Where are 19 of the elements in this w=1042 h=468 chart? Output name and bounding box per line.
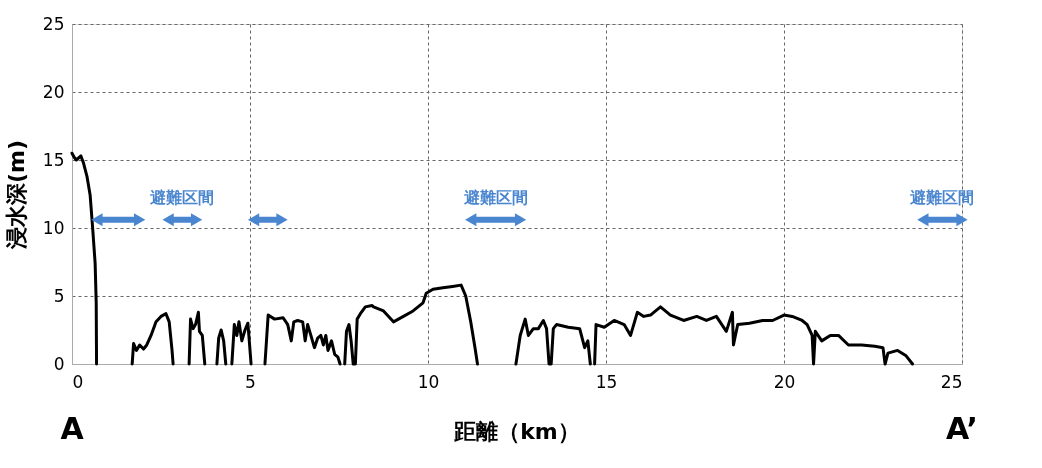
x-axis-title: 距離（km） bbox=[453, 419, 580, 444]
text: A’ bbox=[946, 411, 978, 446]
y-tick-label: 15 bbox=[42, 149, 65, 170]
y-tick-label: 10 bbox=[42, 217, 65, 238]
text: A bbox=[60, 411, 85, 446]
y-tick-label: 25 bbox=[42, 13, 65, 34]
x-tick-label: 10 bbox=[417, 371, 440, 392]
x-tick-label: 20 bbox=[773, 371, 796, 392]
y-tick-label: 5 bbox=[53, 285, 65, 306]
y-axis-title: 浸水深(m) bbox=[3, 139, 29, 251]
annotation: 避難区間 bbox=[909, 187, 975, 207]
annotation: 避難区間 bbox=[462, 187, 528, 207]
y-tick-label: 0 bbox=[53, 353, 65, 374]
y-tick-label: 20 bbox=[42, 81, 65, 102]
x-tick-label: 5 bbox=[245, 371, 256, 392]
annotation: 避難区間 bbox=[149, 187, 215, 207]
x-tick-label: 25 bbox=[940, 371, 963, 392]
x-tick-label: 0 bbox=[72, 371, 84, 392]
x-tick-label: 15 bbox=[595, 371, 618, 392]
